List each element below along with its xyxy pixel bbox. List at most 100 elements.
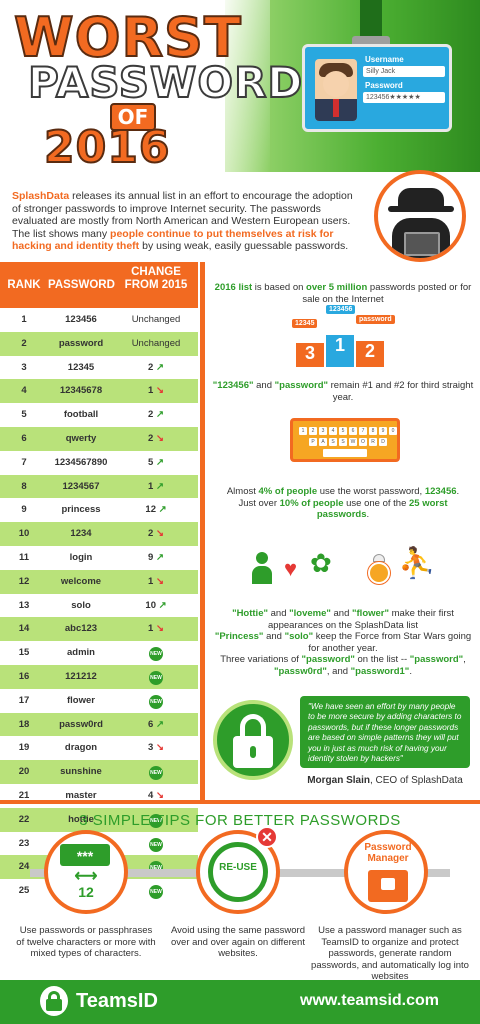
new-badge-icon: NEW	[149, 813, 163, 828]
avatar	[315, 59, 357, 121]
fact-4-n: "password"	[409, 654, 464, 665]
row-rank: 3	[21, 361, 27, 373]
row-password: 12345678	[59, 385, 103, 397]
table-row: 18 passw0rd 6 ↗	[0, 712, 198, 737]
change-number: 10	[145, 599, 156, 611]
arrow-down-icon: ↘	[153, 385, 164, 397]
row-rank: 19	[18, 742, 30, 754]
row-change: 4 ↘	[114, 790, 198, 801]
fact-4-g: "Princess"	[214, 631, 264, 642]
fact-4-o: ,	[463, 654, 466, 665]
row-change: 10 ↗	[114, 600, 198, 611]
row-rank: 21	[18, 789, 30, 801]
keyboard-key: A	[319, 438, 327, 446]
footer-brand: TeamsID	[76, 990, 158, 1012]
quote-author-name: Morgan Slain	[307, 775, 370, 786]
table-row: 9 princess 12 ↗	[0, 498, 198, 522]
tip-manager-icon: Password Manager	[344, 830, 428, 914]
title-of: OF	[110, 103, 156, 131]
fact-4: "Hottie" and "loveme" and "flower" make …	[212, 608, 474, 677]
change-number: 2	[148, 432, 154, 444]
row-change: 3 ↘	[114, 742, 198, 753]
row-rank: 16	[18, 670, 30, 682]
table-row: 13 solo 10 ↗	[0, 594, 198, 618]
fact-3-e: .	[456, 486, 460, 497]
keyboard-key: 6	[349, 427, 357, 435]
row-rank: 12	[18, 575, 30, 587]
table-row: 17 flower NEW	[0, 689, 198, 713]
podium-1: 1	[326, 335, 354, 367]
table-row: 10 1234 2 ↘	[0, 522, 198, 546]
change-number: 12	[145, 504, 156, 516]
arrow-up-icon: ↗	[155, 504, 167, 516]
row-change: Unchanged	[131, 337, 181, 349]
row-rank: 24	[18, 861, 30, 873]
col-password: PASSWORD	[48, 279, 115, 291]
fact-1-b: is based on	[252, 282, 307, 293]
x-icon: ✕	[256, 826, 278, 848]
table-row: 6 qwerty 2 ↘	[0, 426, 198, 451]
badge-password-label: Password	[365, 81, 403, 90]
table-header: RANK PASSWORD CHANGE FROM 2015	[0, 262, 198, 308]
change-number: 2	[148, 528, 154, 540]
row-rank: 8	[21, 480, 27, 492]
keyboard-key: 5	[339, 427, 347, 435]
row-password: 1234567890	[54, 456, 108, 468]
row-password: welcome	[60, 575, 102, 587]
change-number: 4	[148, 789, 154, 801]
row-rank: 22	[18, 813, 30, 825]
row-password: football	[63, 409, 99, 421]
keyboard-key: 9	[379, 427, 387, 435]
row-password: princess	[61, 504, 101, 516]
fact-3-h: use one of the	[343, 497, 409, 509]
arrow-up-icon: ↗	[153, 718, 164, 730]
column-divider	[200, 262, 205, 802]
row-password: password	[58, 337, 104, 349]
fact-3-c: use the worst password,	[317, 486, 425, 497]
intro-highlight: people continue to put themselves at ris…	[12, 227, 334, 253]
fact-1-c: over 5 million	[306, 282, 368, 293]
arrow-down-icon: ↘	[153, 528, 164, 540]
arrow-up-icon: ↗	[155, 599, 167, 611]
row-password: flower	[67, 694, 95, 706]
footer-url[interactable]: www.teamsid.com	[300, 992, 439, 1009]
podium-icon: 123456 12345 password 3 1 2	[292, 305, 395, 367]
row-rank: 13	[18, 599, 30, 611]
droid-icon	[366, 554, 392, 584]
table-row: 2 password Unchanged	[0, 331, 198, 356]
tip-1-text: Use passwords or passphrases of twelve c…	[16, 925, 156, 959]
teamsid-logo-icon	[40, 986, 68, 1016]
intro-brand: SplashData	[12, 190, 70, 202]
keyboard-key: 1	[299, 427, 307, 435]
row-rank: 4	[21, 385, 27, 397]
table-row: 3 12345 2 ↗	[0, 356, 198, 380]
row-change: 2 ↗	[114, 362, 198, 373]
arrow-up-icon: ↗	[153, 361, 164, 373]
badge-username-label: Username	[365, 55, 404, 64]
change-number: 3	[148, 742, 154, 754]
row-change: NEW	[114, 813, 198, 828]
badge-username-field: Silly Jack	[363, 66, 445, 77]
arrow-down-icon: ↘	[153, 623, 164, 635]
row-change: 1 ↘	[114, 385, 198, 396]
change-number: 5	[148, 456, 154, 468]
arrow-up-icon: ↗	[153, 409, 164, 421]
row-change: NEW	[114, 647, 198, 662]
fact-3-b: 4% of people	[258, 486, 318, 497]
fact-3-j: .	[366, 509, 370, 520]
arrow-up-icon: ↗	[153, 551, 164, 563]
row-password: 121212	[65, 670, 97, 682]
row-password: 1234	[70, 528, 92, 540]
id-badge: Username Silly Jack Password 123456★★★★★	[302, 44, 452, 132]
password-manager-icon: Password Manager	[356, 840, 420, 908]
keyboard-key: O	[359, 438, 367, 446]
lanyard-strap	[360, 0, 382, 42]
fact-4-i: "solo"	[284, 631, 314, 642]
new-badge-icon: NEW	[149, 766, 163, 781]
row-rank: 14	[18, 623, 30, 635]
header-diagonal	[150, 0, 270, 172]
row-rank: 10	[18, 528, 30, 540]
row-change: 12 ↗	[114, 504, 198, 515]
